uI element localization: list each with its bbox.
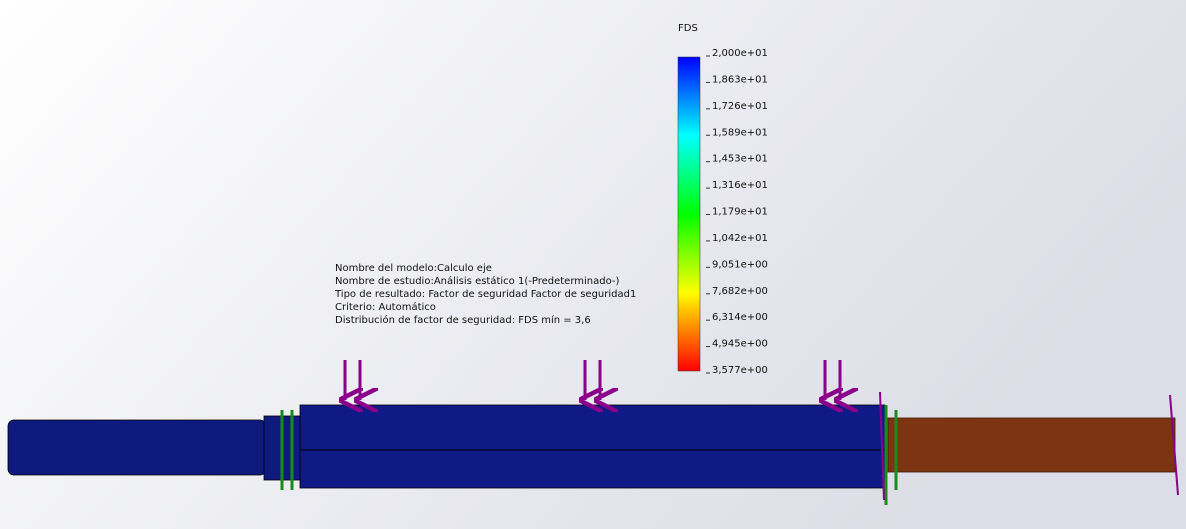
legend-label: 1,863e+01 (712, 74, 768, 85)
legend-label: 2,000e+01 (712, 48, 768, 59)
info-line: Criterio: Automático (335, 301, 436, 313)
legend-label: 4,945e+00 (712, 339, 768, 350)
legend-label: 7,682e+00 (712, 286, 768, 297)
info-line: Distribución de factor de seguridad: FDS… (335, 314, 591, 326)
legend-label: 1,042e+01 (712, 233, 768, 244)
legend-label: 1,726e+01 (712, 101, 768, 112)
legend-label: 1,453e+01 (712, 154, 768, 165)
viewport: FDS 2,000e+01 1,863e+01 1,726e+01 1,589e+01… (0, 0, 1186, 529)
info-line: Nombre del modelo:Calculo eje (335, 263, 492, 274)
legend-label: 1,316e+01 (712, 180, 768, 191)
legend-label: 6,314e+00 (712, 312, 768, 323)
legend-label: 1,589e+01 (712, 127, 768, 138)
legend-label: 3,577e+00 (712, 365, 768, 376)
legend-label: 1,179e+01 (712, 207, 768, 218)
color-bar (678, 57, 700, 371)
legend-label: 9,051e+00 (712, 259, 768, 270)
info-line: Tipo de resultado: Factor de seguridad F… (334, 289, 636, 300)
legend-title: FDS (678, 23, 698, 34)
info-line: Nombre de estudio:Análisis estático 1(-P… (335, 275, 619, 287)
